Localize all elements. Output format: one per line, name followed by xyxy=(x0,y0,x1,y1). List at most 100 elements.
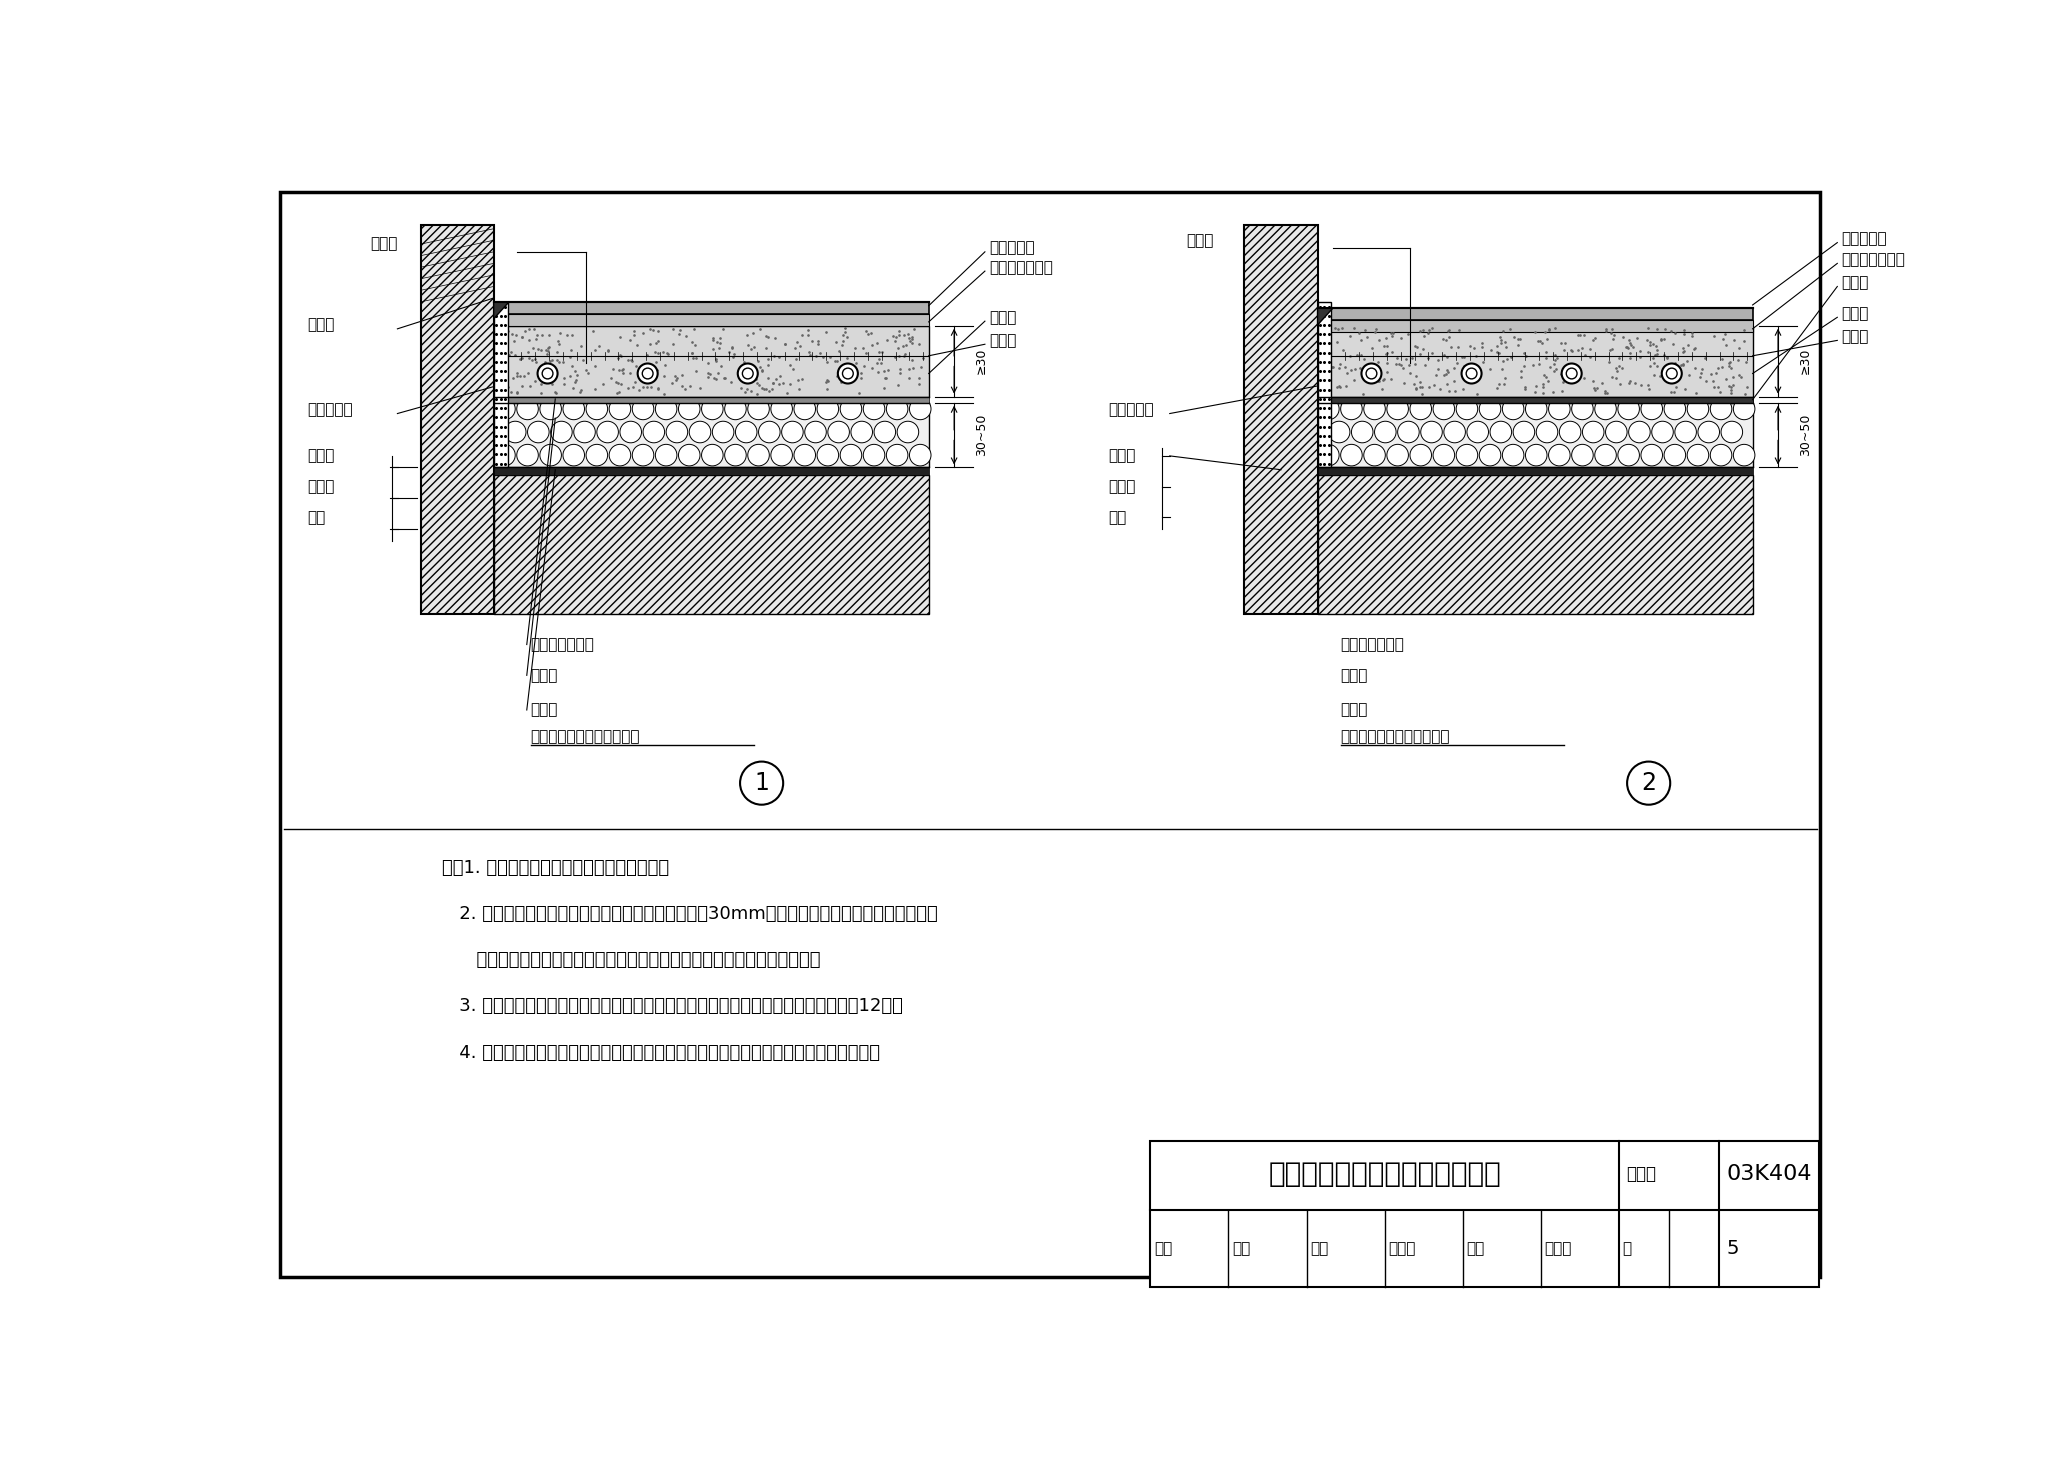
Circle shape xyxy=(713,421,733,443)
Text: 密封膏: 密封膏 xyxy=(307,318,334,332)
Circle shape xyxy=(608,444,631,466)
Circle shape xyxy=(1733,398,1755,420)
Circle shape xyxy=(702,398,723,420)
Text: 边界保温带: 边界保温带 xyxy=(307,402,352,417)
Bar xyxy=(1317,321,1753,332)
Circle shape xyxy=(494,444,516,466)
Circle shape xyxy=(586,444,608,466)
Circle shape xyxy=(1567,369,1577,379)
Text: 塑料管: 塑料管 xyxy=(371,236,397,252)
Circle shape xyxy=(1618,398,1638,420)
Circle shape xyxy=(637,363,657,383)
Circle shape xyxy=(563,398,584,420)
Text: 防潮层: 防潮层 xyxy=(1341,702,1368,717)
Circle shape xyxy=(633,398,653,420)
Bar xyxy=(494,396,928,402)
Circle shape xyxy=(864,444,885,466)
Circle shape xyxy=(573,421,596,443)
Circle shape xyxy=(838,363,858,383)
Circle shape xyxy=(770,398,793,420)
Circle shape xyxy=(1618,444,1638,466)
Text: 页: 页 xyxy=(1622,1241,1632,1256)
Polygon shape xyxy=(494,302,510,319)
Text: 保护层（铝箔）: 保护层（铝箔） xyxy=(1341,637,1405,653)
Circle shape xyxy=(1364,444,1384,466)
Circle shape xyxy=(1466,369,1477,379)
Polygon shape xyxy=(1317,307,1333,325)
Text: 低温热水地板辐射供暖地面做法: 低温热水地板辐射供暖地面做法 xyxy=(1268,1160,1501,1189)
Circle shape xyxy=(748,398,770,420)
Circle shape xyxy=(1366,369,1376,379)
Circle shape xyxy=(817,398,838,420)
Text: 设计: 设计 xyxy=(1466,1241,1485,1256)
Circle shape xyxy=(887,444,907,466)
Circle shape xyxy=(897,421,920,443)
Bar xyxy=(494,402,928,468)
Circle shape xyxy=(537,363,557,383)
Bar xyxy=(494,468,928,475)
Bar xyxy=(494,475,928,613)
Text: 外墙: 外墙 xyxy=(307,510,326,525)
Circle shape xyxy=(655,444,678,466)
Circle shape xyxy=(770,444,793,466)
Circle shape xyxy=(1317,444,1339,466)
Circle shape xyxy=(758,421,780,443)
Circle shape xyxy=(1710,444,1733,466)
Bar xyxy=(494,302,508,468)
Circle shape xyxy=(1434,398,1454,420)
Circle shape xyxy=(1675,421,1696,443)
Circle shape xyxy=(596,421,618,443)
Text: 张希南: 张希南 xyxy=(1544,1241,1571,1256)
Text: ≥30: ≥30 xyxy=(1798,348,1812,374)
Circle shape xyxy=(725,398,745,420)
Circle shape xyxy=(541,444,561,466)
Circle shape xyxy=(1640,398,1663,420)
Text: 审核: 审核 xyxy=(1155,1241,1174,1256)
Circle shape xyxy=(1444,421,1466,443)
Circle shape xyxy=(516,398,539,420)
Circle shape xyxy=(1559,421,1581,443)
Circle shape xyxy=(543,369,553,379)
Circle shape xyxy=(909,444,932,466)
Text: ≥30: ≥30 xyxy=(975,348,987,374)
Circle shape xyxy=(1466,421,1489,443)
Circle shape xyxy=(1548,444,1571,466)
Circle shape xyxy=(1595,444,1616,466)
Circle shape xyxy=(1667,369,1677,379)
Text: 王天: 王天 xyxy=(1233,1241,1251,1256)
Text: 绝热层: 绝热层 xyxy=(1341,667,1368,683)
Text: 养护见本图集施工说明；浇捣和养护过程中，塑料管内应保持试验压力。: 养护见本图集施工说明；浇捣和养护过程中，塑料管内应保持试验压力。 xyxy=(442,951,821,969)
Text: 30~50: 30~50 xyxy=(975,414,987,456)
Circle shape xyxy=(1479,444,1501,466)
Text: 校对: 校对 xyxy=(1311,1241,1329,1256)
Circle shape xyxy=(504,421,526,443)
Circle shape xyxy=(1386,444,1409,466)
Text: 30~50: 30~50 xyxy=(1798,414,1812,456)
Bar xyxy=(1317,326,1753,396)
Bar xyxy=(1317,468,1753,475)
Circle shape xyxy=(795,398,815,420)
Text: 3. 本页所示塑料管固定方式为用扎带绑扎在钢丝网上，也可采用其他方式，详见第12页。: 3. 本页所示塑料管固定方式为用扎带绑扎在钢丝网上，也可采用其他方式，详见第12… xyxy=(442,998,903,1016)
Circle shape xyxy=(1491,421,1511,443)
Text: 5: 5 xyxy=(1726,1240,1739,1259)
Bar xyxy=(1317,307,1753,321)
Text: 防潮层: 防潮层 xyxy=(530,702,557,717)
Text: 抹灰层: 抹灰层 xyxy=(1108,479,1135,494)
Circle shape xyxy=(782,421,803,443)
Circle shape xyxy=(551,421,571,443)
Circle shape xyxy=(1341,398,1362,420)
Circle shape xyxy=(1364,398,1384,420)
Circle shape xyxy=(850,421,872,443)
Bar xyxy=(420,224,494,613)
Bar xyxy=(494,302,928,315)
Circle shape xyxy=(1640,444,1663,466)
Text: 边界保温带: 边界保温带 xyxy=(1108,402,1153,417)
Circle shape xyxy=(621,421,641,443)
Circle shape xyxy=(1606,421,1626,443)
Circle shape xyxy=(1720,421,1743,443)
Circle shape xyxy=(1397,421,1419,443)
Circle shape xyxy=(1329,421,1350,443)
Circle shape xyxy=(1409,398,1432,420)
Circle shape xyxy=(643,421,666,443)
Text: 李征民: 李征民 xyxy=(1389,1241,1415,1256)
